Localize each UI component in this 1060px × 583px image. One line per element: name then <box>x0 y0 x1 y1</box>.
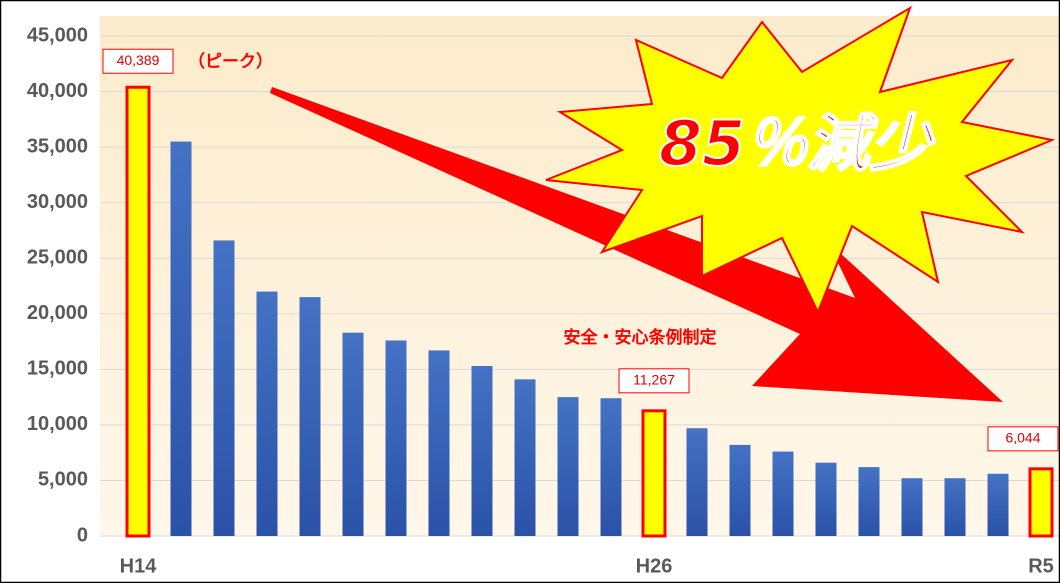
chart: 85％減少 （ピーク） 安全・安心条例制定 0 5,000 10,000 15,000… <box>0 0 1060 583</box>
bar <box>988 474 1009 536</box>
y-tick-label: 15,000 <box>27 358 88 380</box>
value-label: 11,267 <box>633 372 675 388</box>
peak-annotation: （ピーク） <box>188 51 273 72</box>
x-tick-label: H14 <box>120 555 158 577</box>
bar <box>343 333 364 536</box>
bar <box>300 297 321 536</box>
ordinance-annotation: 安全・安心条例制定 <box>564 327 717 348</box>
y-tick-label: 40,000 <box>27 80 88 102</box>
reduction-annotation: 85％減少 <box>659 107 936 180</box>
highlighted-bar <box>127 87 149 536</box>
bar <box>429 350 450 536</box>
y-tick-label: 10,000 <box>27 413 88 435</box>
y-tick-label: 0 <box>77 524 88 546</box>
bar <box>171 142 192 536</box>
value-label: 6,044 <box>1005 430 1040 446</box>
bar <box>902 478 923 536</box>
y-tick-label: 20,000 <box>27 302 88 324</box>
bar <box>859 467 880 536</box>
bar <box>386 340 407 536</box>
highlighted-bar <box>643 411 665 536</box>
bar <box>214 240 235 536</box>
bar <box>687 428 708 536</box>
bar <box>558 397 579 536</box>
bar <box>945 478 966 536</box>
bar <box>730 445 751 536</box>
page: {"chart_data": {"type": "bar", "categori… <box>0 0 1060 583</box>
y-tick-label: 5,000 <box>38 469 88 491</box>
y-tick-label: 45,000 <box>27 24 88 46</box>
bar <box>257 292 278 536</box>
y-tick-label: 30,000 <box>27 191 88 213</box>
highlighted-bar <box>1030 469 1052 536</box>
bar <box>816 463 837 536</box>
x-tick-label: R5 <box>1028 555 1054 577</box>
bar <box>515 379 536 536</box>
bar <box>773 452 794 536</box>
value-label: 40,389 <box>117 52 160 68</box>
y-tick-label: 25,000 <box>27 247 88 269</box>
bar <box>601 398 622 536</box>
bar <box>472 366 493 536</box>
x-tick-label: H26 <box>636 555 673 577</box>
y-tick-label: 35,000 <box>27 135 88 157</box>
